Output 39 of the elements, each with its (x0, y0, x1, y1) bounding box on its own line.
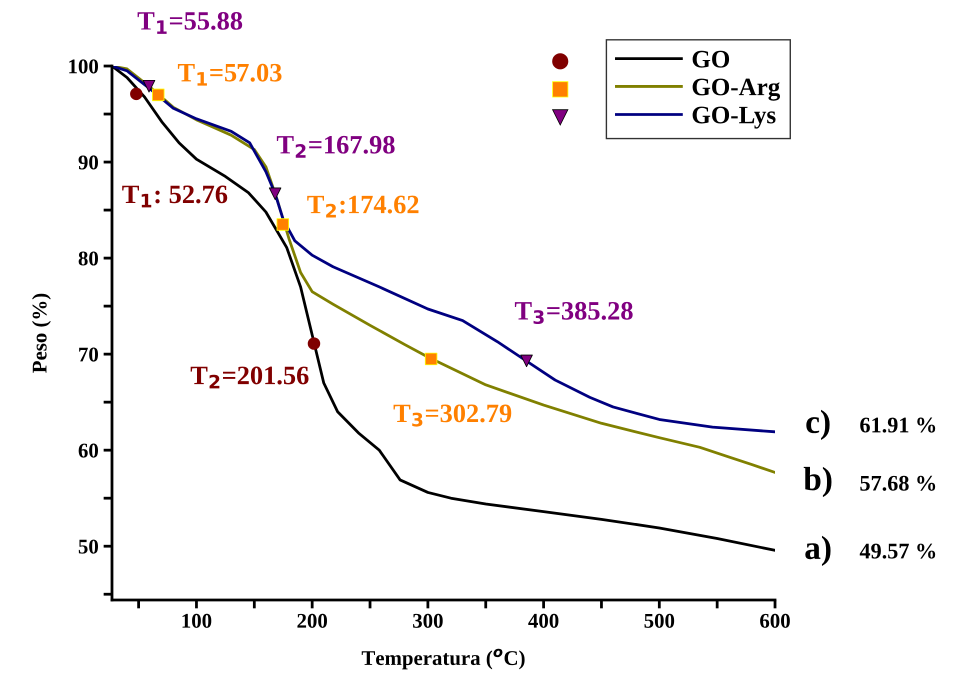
x-tick-label: 400 (528, 614, 558, 628)
point (424, 352, 438, 366)
text: a) (805, 536, 831, 566)
x-tick-label: 300 (413, 614, 443, 628)
annotation: T$_{3}$=385.28 (514, 302, 633, 324)
annotation: T$_{2}$:174.62 (307, 196, 418, 218)
y-tick-label: 70 (79, 348, 98, 362)
point (130, 88, 143, 100)
text: c) (806, 410, 830, 440)
point (142, 80, 156, 92)
annotation: T$_{2}$=167.98 (276, 136, 395, 158)
legend-label: GO-Arg (692, 78, 780, 101)
point (268, 188, 282, 200)
text: T$_{1}$=55.88 (138, 12, 242, 34)
y-tick-label: 90 (78, 155, 98, 170)
x-tick-label: 600 (760, 614, 790, 628)
annotation: T$_{1}$: 52.76 (122, 186, 228, 208)
text: b) (804, 466, 832, 498)
y-tick-label: 50 (78, 540, 98, 554)
x-axis-title: Temperatura ($^{o}$C) (362, 648, 525, 670)
text: 49.57 % (860, 544, 936, 559)
annotation: T$_{1}$=57.03 (178, 64, 282, 86)
point (520, 354, 533, 368)
point (276, 218, 290, 231)
point (308, 337, 320, 350)
legend-label: GO (692, 50, 730, 68)
text: 61.91 % (860, 418, 936, 433)
annotation: T$_{2}$=201.56 (190, 366, 309, 388)
y-tick-label: 60 (78, 444, 98, 458)
text: 57.68 % (860, 476, 936, 491)
y-tick-label: 100 (69, 59, 98, 74)
x-tick-label: 100 (182, 614, 212, 628)
x-tick-label: 500 (644, 614, 674, 628)
legend-label: GO-Lys (692, 106, 776, 129)
y-tick-label: 80 (78, 251, 98, 266)
x-tick-label: 200 (297, 614, 328, 628)
point (152, 88, 165, 102)
annotation: T$_{3}$=302.79 (394, 404, 512, 427)
y-axis-title: Peso (%) (32, 294, 51, 373)
